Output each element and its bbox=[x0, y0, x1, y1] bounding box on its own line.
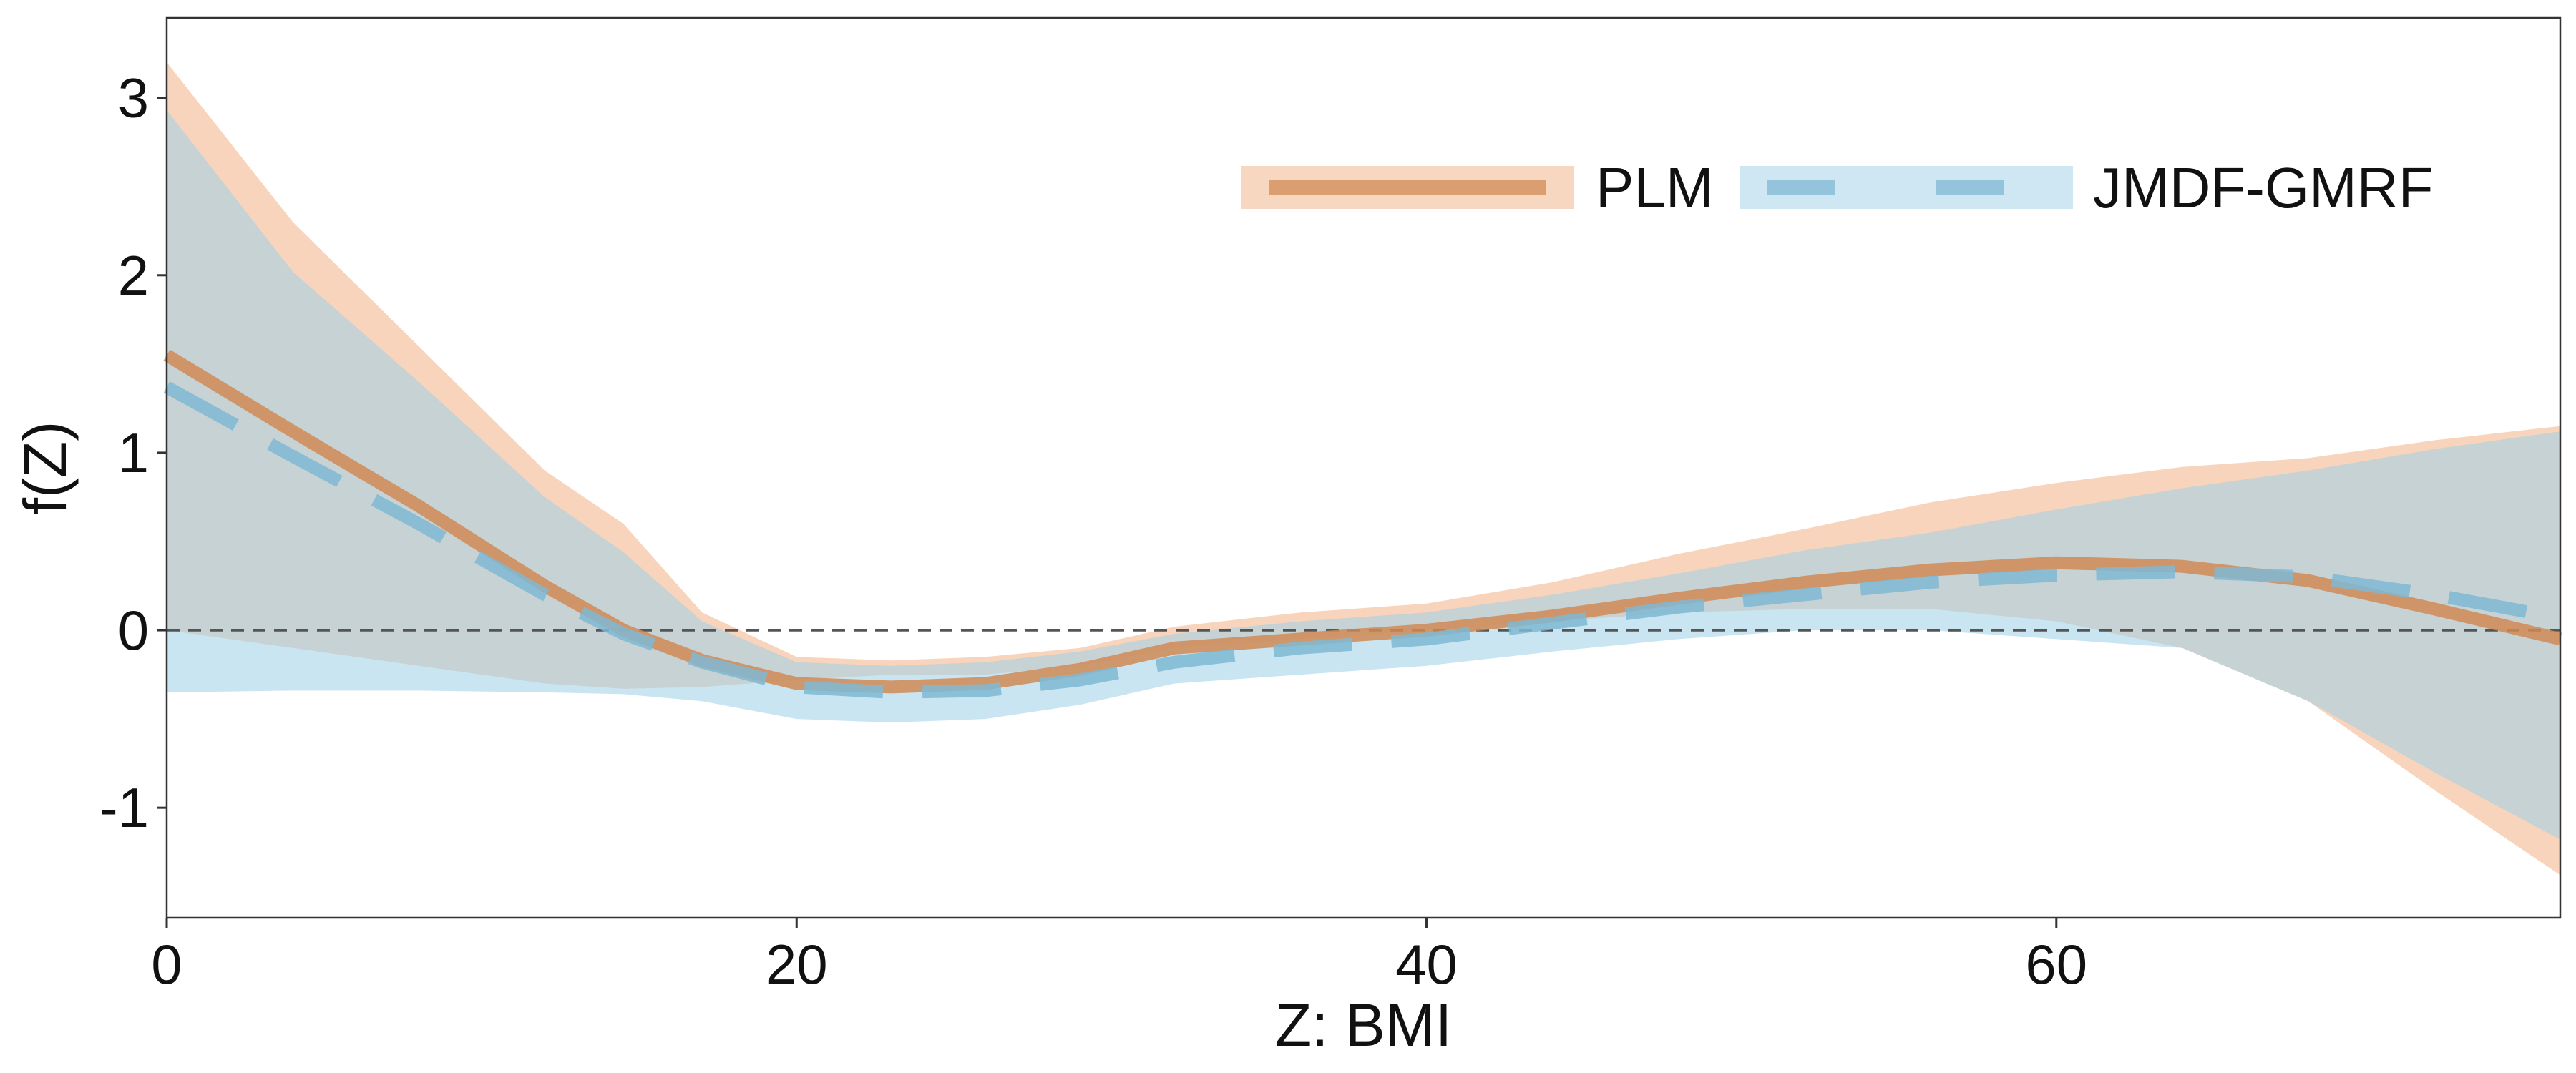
legend-label-plm: PLM bbox=[1596, 156, 1714, 220]
band-jmdf-gmrf bbox=[167, 110, 2560, 840]
x-axis-ticks: 0 20 40 60 bbox=[151, 918, 2087, 996]
line-jmdf-gmrf bbox=[163, 381, 2562, 699]
plot-area-frame bbox=[165, 16, 2562, 919]
y-tick-label: 2 bbox=[118, 244, 149, 307]
y-axis-label: f(Z) bbox=[11, 421, 79, 515]
series-lines bbox=[163, 349, 2562, 699]
x-tick-label: 0 bbox=[151, 933, 182, 996]
x-tick-label: 20 bbox=[766, 933, 828, 996]
x-tick-label: 60 bbox=[2025, 933, 2087, 996]
legend: PLM JMDF-GMRF bbox=[1241, 156, 2433, 220]
y-axis-ticks: -1 0 1 2 3 bbox=[99, 67, 167, 839]
legend-label-jmdf-gmrf: JMDF-GMRF bbox=[2093, 156, 2433, 220]
y-tick-label: -1 bbox=[99, 776, 149, 839]
y-tick-label: 0 bbox=[118, 599, 149, 662]
y-tick-label: 3 bbox=[118, 67, 149, 129]
y-tick-label: 1 bbox=[118, 421, 149, 484]
x-axis-label: Z: BMI bbox=[1275, 991, 1452, 1059]
x-tick-label: 40 bbox=[1395, 933, 1458, 996]
